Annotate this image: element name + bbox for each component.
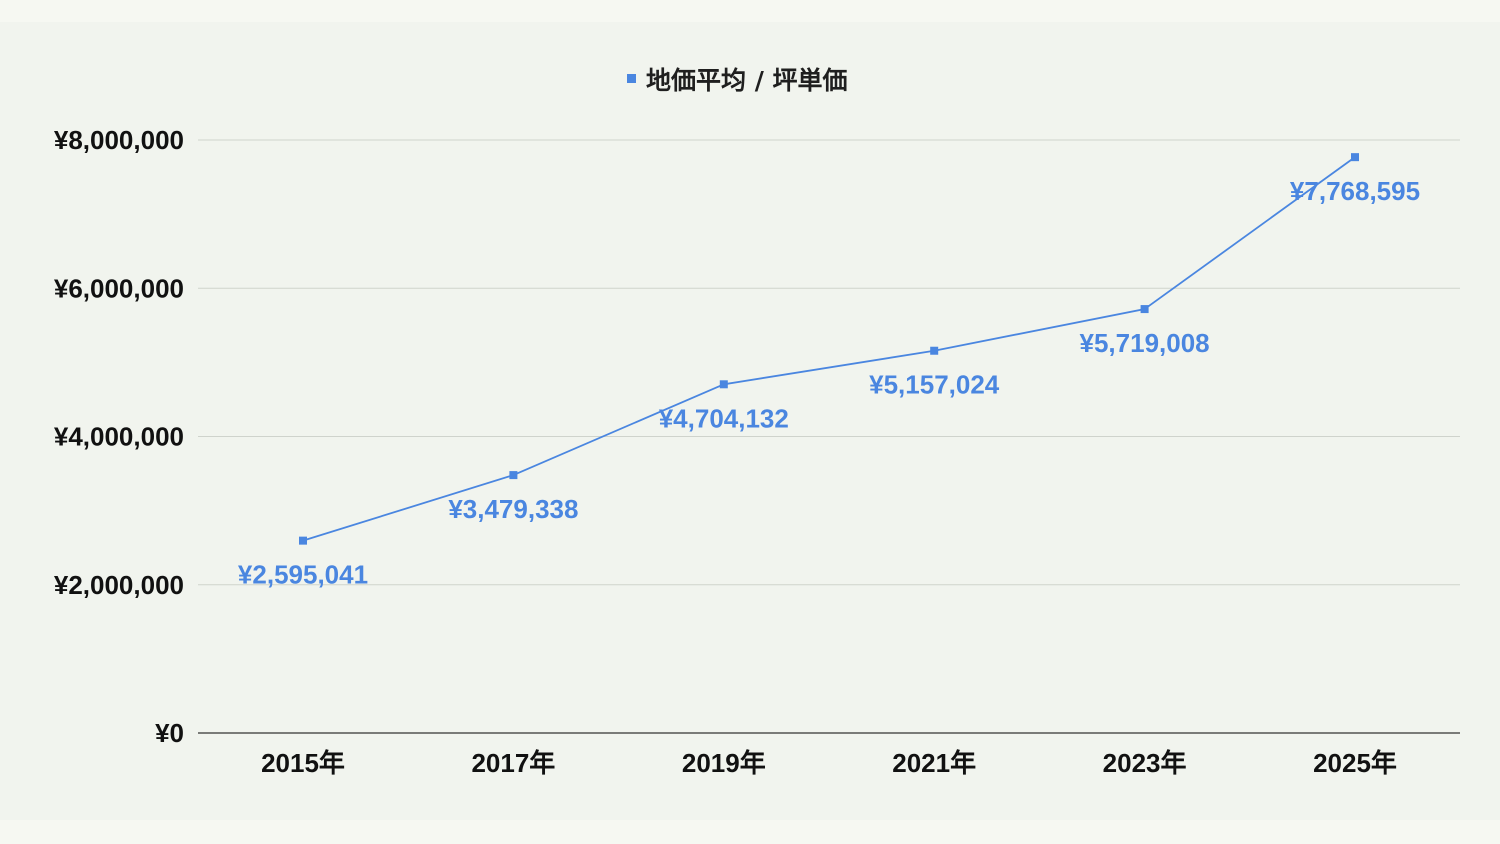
legend-label: 地価平均 / 坪単価 xyxy=(646,66,848,95)
x-tick-label: 2019年 xyxy=(682,748,766,778)
y-tick-label: ¥0 xyxy=(155,718,184,748)
series-line xyxy=(302,156,1356,542)
data-point xyxy=(299,536,307,545)
series-point-layer xyxy=(299,153,1359,545)
data-label: ¥2,595,041 xyxy=(238,560,368,590)
x-tick-label: 2025年 xyxy=(1313,748,1397,778)
y-tick-label: ¥6,000,000 xyxy=(54,273,184,303)
data-label: ¥4,704,132 xyxy=(659,403,789,433)
data-label: ¥7,768,595 xyxy=(1290,176,1420,206)
y-axis-ticks: ¥0 ¥2,000,000 ¥4,000,000 ¥6,000,000 ¥8,000,0… xyxy=(54,125,184,748)
x-tick-label: 2021年 xyxy=(892,748,976,778)
y-tick-label: ¥8,000,000 xyxy=(54,125,184,155)
series-line-layer xyxy=(302,156,1356,542)
x-tick-label: 2023年 xyxy=(1103,748,1187,778)
data-label: ¥5,157,024 xyxy=(869,370,1000,400)
legend: 地価平均 / 坪単価 xyxy=(627,66,848,95)
data-point xyxy=(930,346,939,355)
legend-swatch xyxy=(627,74,636,83)
data-point xyxy=(1351,153,1359,162)
x-tick-label: 2017年 xyxy=(471,748,555,778)
data-point xyxy=(719,380,728,389)
grid-layer xyxy=(198,139,1460,734)
y-tick-label: ¥2,000,000 xyxy=(54,570,184,600)
data-point xyxy=(1140,305,1149,314)
chart-container: ¥0 ¥2,000,000 ¥4,000,000 ¥6,000,000 ¥8,000,0… xyxy=(0,22,1500,820)
data-label: ¥3,479,338 xyxy=(448,494,578,524)
data-label-layer: ¥2,595,041 ¥3,479,338 ¥4,704,132 ¥5,157,024… xyxy=(238,176,1420,589)
y-tick-label: ¥4,000,000 xyxy=(54,422,184,452)
line-chart: ¥0 ¥2,000,000 ¥4,000,000 ¥6,000,000 ¥8,000,0… xyxy=(54,66,1460,778)
data-point xyxy=(509,471,518,480)
x-tick-label: 2015年 xyxy=(261,748,345,778)
data-label: ¥5,719,008 xyxy=(1080,328,1210,358)
x-axis-ticks: 2015年 2017年 2019年 2021年 2023年 2025年 xyxy=(261,748,1397,778)
